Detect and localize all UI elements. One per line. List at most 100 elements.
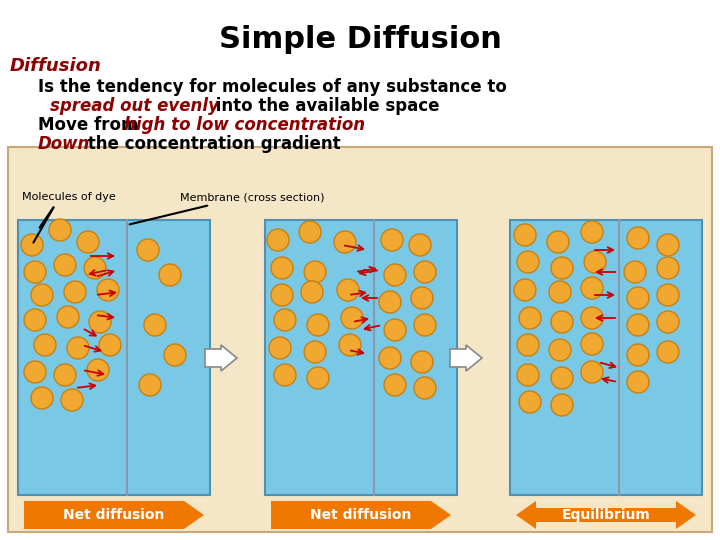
Ellipse shape: [581, 277, 603, 299]
Ellipse shape: [137, 239, 159, 261]
Ellipse shape: [519, 391, 541, 413]
Ellipse shape: [384, 264, 406, 286]
Ellipse shape: [271, 257, 293, 279]
Ellipse shape: [54, 364, 76, 386]
Ellipse shape: [49, 219, 71, 241]
Ellipse shape: [89, 311, 111, 333]
Ellipse shape: [517, 334, 539, 356]
Ellipse shape: [381, 229, 403, 251]
Ellipse shape: [384, 319, 406, 341]
FancyBboxPatch shape: [18, 220, 210, 495]
Ellipse shape: [627, 314, 649, 336]
Ellipse shape: [627, 344, 649, 366]
Ellipse shape: [657, 257, 679, 279]
Ellipse shape: [87, 359, 109, 381]
Ellipse shape: [517, 251, 539, 273]
Ellipse shape: [99, 334, 121, 356]
Ellipse shape: [21, 234, 43, 256]
Text: Membrane (cross section): Membrane (cross section): [180, 192, 325, 202]
Ellipse shape: [414, 377, 436, 399]
Ellipse shape: [657, 284, 679, 306]
Polygon shape: [271, 501, 451, 529]
Ellipse shape: [551, 257, 573, 279]
Ellipse shape: [411, 287, 433, 309]
Ellipse shape: [267, 229, 289, 251]
Ellipse shape: [64, 281, 86, 303]
Ellipse shape: [384, 374, 406, 396]
Ellipse shape: [549, 281, 571, 303]
Ellipse shape: [379, 347, 401, 369]
Ellipse shape: [164, 344, 186, 366]
Ellipse shape: [301, 281, 323, 303]
FancyBboxPatch shape: [265, 220, 457, 495]
Ellipse shape: [34, 334, 56, 356]
FancyBboxPatch shape: [8, 147, 712, 532]
Ellipse shape: [549, 339, 571, 361]
Ellipse shape: [414, 314, 436, 336]
Ellipse shape: [307, 314, 329, 336]
Ellipse shape: [627, 371, 649, 393]
Text: Net diffusion: Net diffusion: [310, 508, 412, 522]
Ellipse shape: [24, 309, 46, 331]
Polygon shape: [24, 501, 204, 529]
Ellipse shape: [304, 261, 326, 283]
Ellipse shape: [517, 364, 539, 386]
Ellipse shape: [551, 367, 573, 389]
Text: Diffusion: Diffusion: [10, 57, 102, 75]
Text: Move from: Move from: [38, 116, 144, 134]
Ellipse shape: [159, 264, 181, 286]
Ellipse shape: [581, 307, 603, 329]
Ellipse shape: [31, 284, 53, 306]
Ellipse shape: [334, 231, 356, 253]
Ellipse shape: [414, 261, 436, 283]
Polygon shape: [516, 501, 696, 529]
Ellipse shape: [274, 309, 296, 331]
Ellipse shape: [657, 341, 679, 363]
Ellipse shape: [341, 307, 363, 329]
Ellipse shape: [144, 314, 166, 336]
Ellipse shape: [581, 221, 603, 243]
Ellipse shape: [514, 279, 536, 301]
Text: high to low concentration: high to low concentration: [124, 116, 365, 134]
Text: Simple Diffusion: Simple Diffusion: [219, 25, 501, 54]
Ellipse shape: [514, 224, 536, 246]
Text: Molecules of dye: Molecules of dye: [22, 192, 116, 202]
Ellipse shape: [581, 361, 603, 383]
Ellipse shape: [67, 337, 89, 359]
Ellipse shape: [97, 279, 119, 301]
Text: the concentration gradient: the concentration gradient: [82, 135, 341, 153]
Text: Net diffusion: Net diffusion: [63, 508, 165, 522]
Text: spread out evenly: spread out evenly: [50, 97, 219, 115]
Text: Down: Down: [38, 135, 91, 153]
Ellipse shape: [411, 351, 433, 373]
FancyArrow shape: [205, 345, 237, 371]
Ellipse shape: [61, 389, 83, 411]
Ellipse shape: [547, 231, 569, 253]
Ellipse shape: [24, 261, 46, 283]
Ellipse shape: [379, 291, 401, 313]
Ellipse shape: [519, 307, 541, 329]
Text: Equilibrium: Equilibrium: [562, 508, 650, 522]
Ellipse shape: [624, 261, 646, 283]
Ellipse shape: [24, 361, 46, 383]
Ellipse shape: [57, 306, 79, 328]
Ellipse shape: [84, 257, 106, 279]
Ellipse shape: [657, 234, 679, 256]
FancyArrow shape: [450, 345, 482, 371]
Ellipse shape: [551, 394, 573, 416]
Text: Is the tendency for molecules of any substance to: Is the tendency for molecules of any sub…: [38, 78, 507, 96]
Ellipse shape: [299, 221, 321, 243]
Ellipse shape: [31, 387, 53, 409]
Text: into the available space: into the available space: [210, 97, 439, 115]
Ellipse shape: [551, 311, 573, 333]
Ellipse shape: [304, 341, 326, 363]
FancyBboxPatch shape: [510, 220, 702, 495]
Ellipse shape: [307, 367, 329, 389]
Ellipse shape: [139, 374, 161, 396]
Ellipse shape: [339, 334, 361, 356]
Ellipse shape: [409, 234, 431, 256]
Ellipse shape: [271, 284, 293, 306]
Ellipse shape: [581, 333, 603, 355]
Ellipse shape: [77, 231, 99, 253]
Ellipse shape: [337, 279, 359, 301]
